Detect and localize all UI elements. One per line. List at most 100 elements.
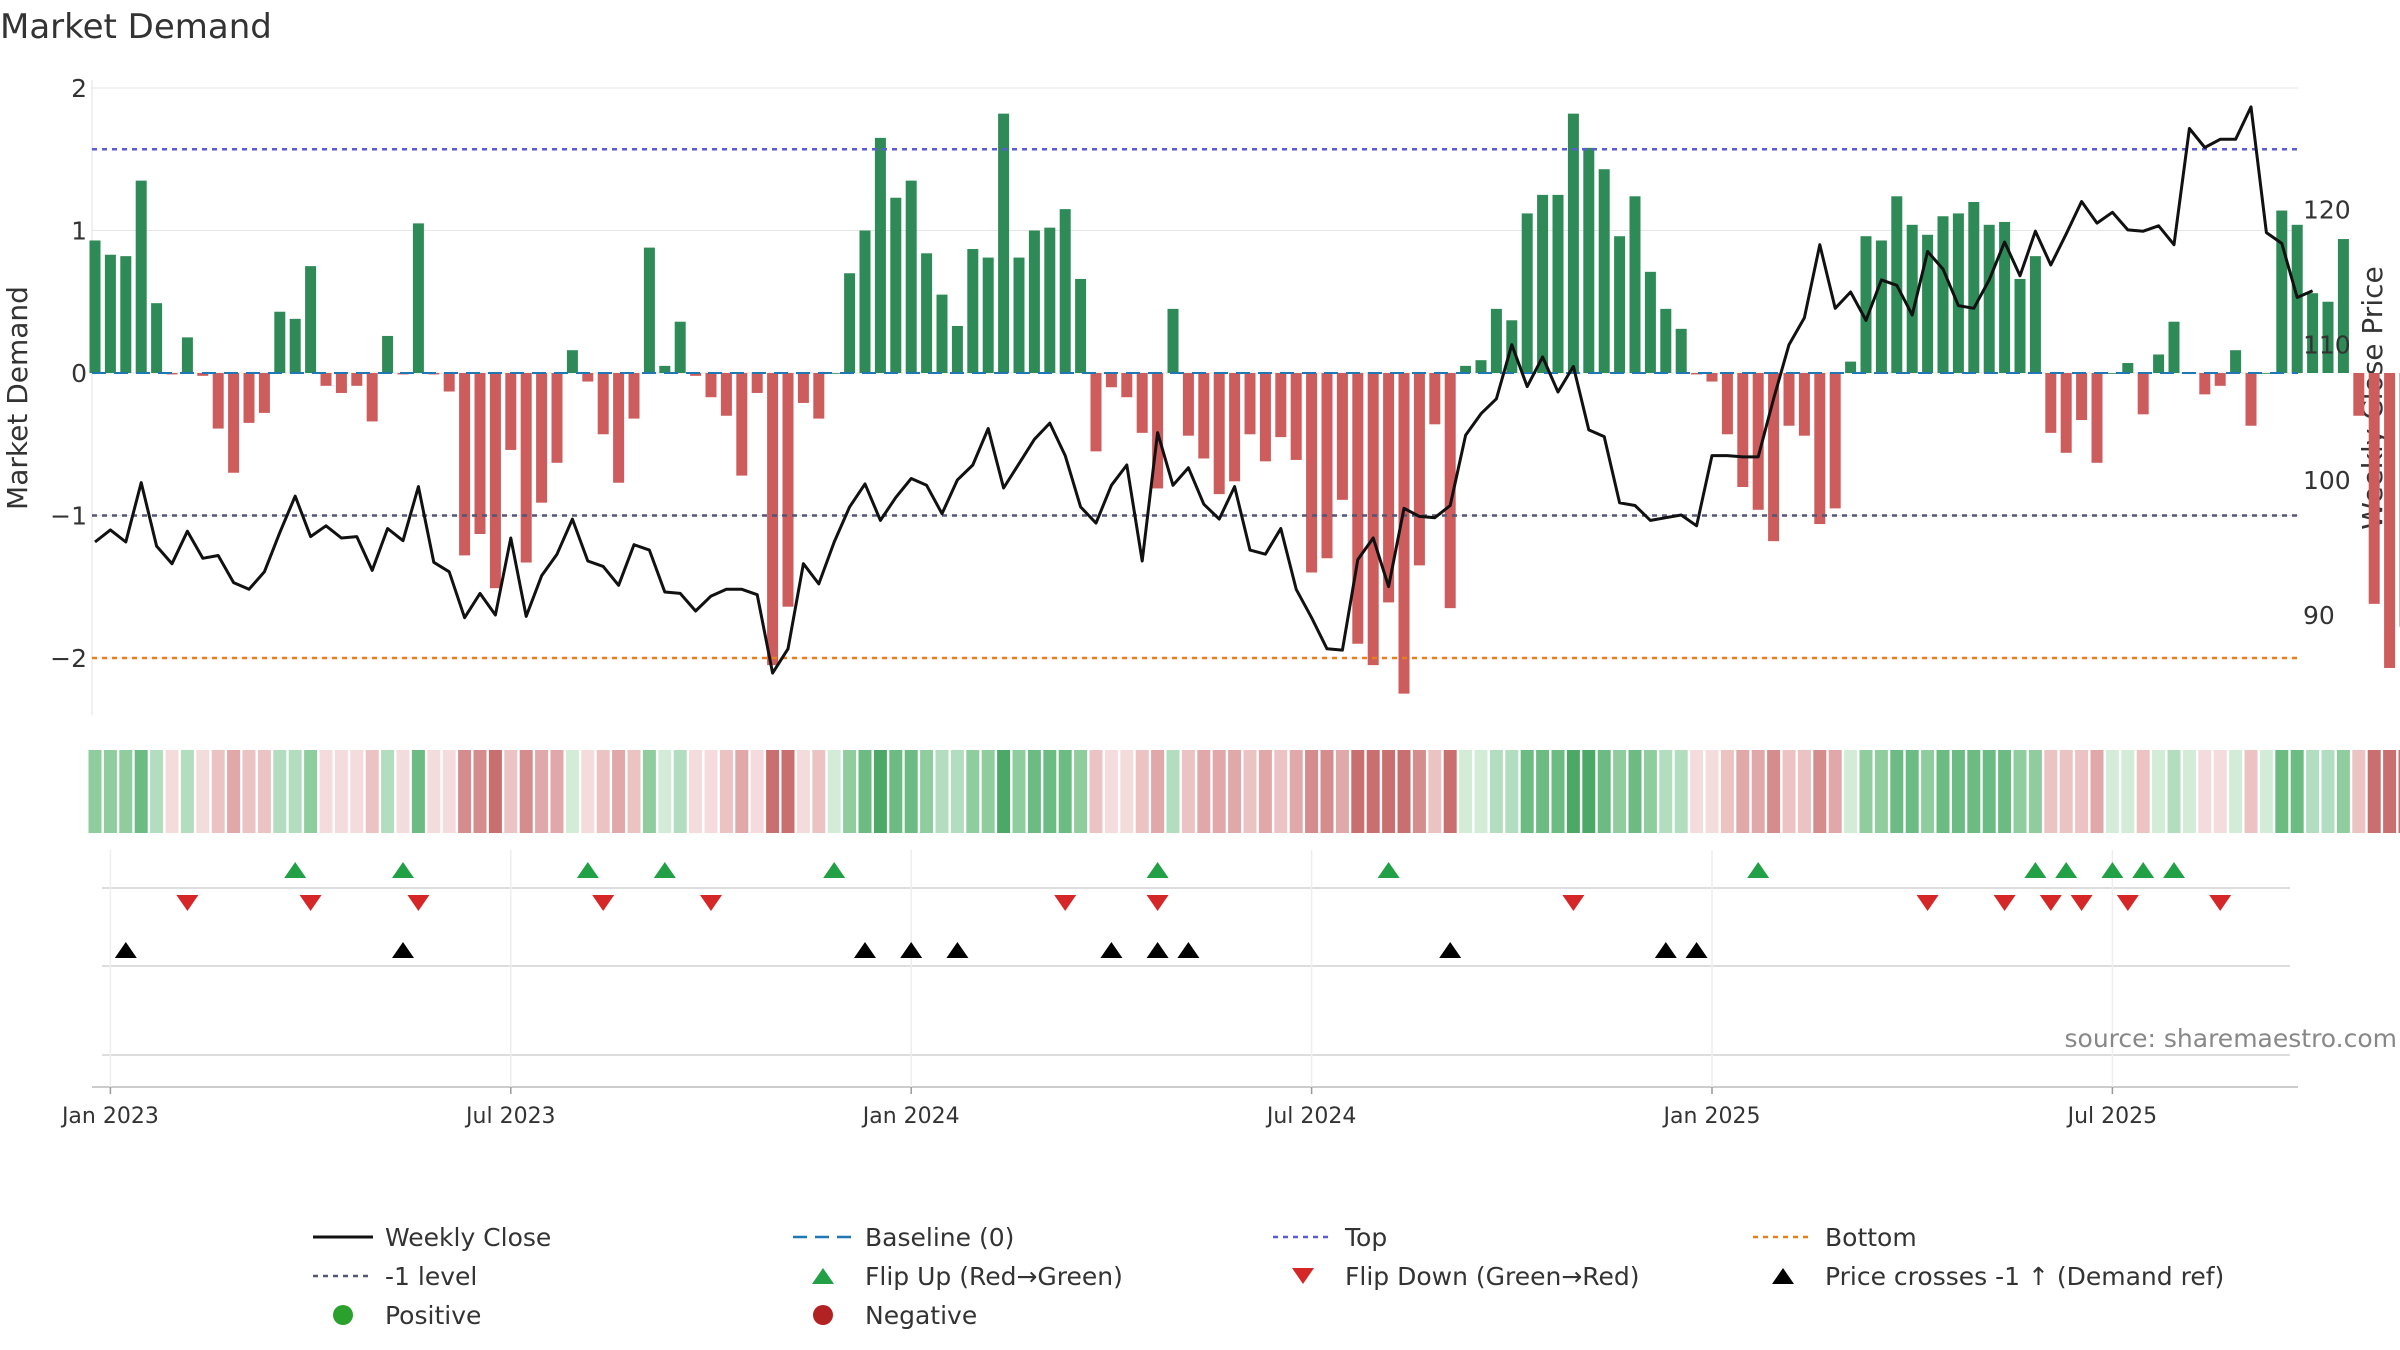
- demand-strip-cell: [843, 750, 857, 833]
- demand-bar: [1829, 373, 1841, 509]
- demand-bar: [489, 373, 501, 589]
- demand-strip-cell: [1243, 750, 1257, 833]
- demand-bar: [1968, 202, 1980, 373]
- demand-bar: [1798, 373, 1810, 436]
- demand-bar: [1598, 169, 1610, 373]
- legend-label: Price crosses -1 ↑ (Demand ref): [1825, 1262, 2224, 1291]
- demand-strip-cell: [689, 750, 703, 833]
- demand-strip-cell: [1412, 750, 1426, 833]
- demand-bar: [2384, 373, 2396, 668]
- demand-bar: [1136, 373, 1148, 433]
- flip-down-marker: [2116, 895, 2139, 911]
- demand-bar: [258, 373, 270, 413]
- source-credit: source: sharemaestro.com: [2065, 1024, 2398, 1053]
- demand-bar: [736, 373, 748, 476]
- demand-strip-cell: [411, 750, 425, 833]
- y-tick-label-left: 0: [71, 359, 87, 388]
- demand-strip-cell: [1166, 750, 1180, 833]
- flip-up-marker: [2163, 862, 2185, 878]
- demand-bar: [1937, 216, 1949, 373]
- demand-strip-cell: [1998, 750, 2012, 833]
- demand-bar: [1614, 236, 1626, 373]
- demand-bar: [2153, 354, 2165, 373]
- legend-label: Negative: [865, 1301, 977, 1330]
- demand-bar: [1090, 373, 1102, 452]
- demand-bar: [1213, 373, 1225, 495]
- demand-bar: [2060, 373, 2072, 453]
- demand-bar: [1845, 361, 1857, 373]
- demand-strip-cell: [2352, 750, 2366, 833]
- demand-strip-cell: [442, 750, 456, 833]
- demand-strip-cell: [1181, 750, 1195, 833]
- demand-strip-cell: [1335, 750, 1349, 833]
- demand-strip-cell: [966, 750, 980, 833]
- demand-strip-cell: [1736, 750, 1750, 833]
- flip-down-marker: [299, 895, 322, 911]
- demand-strip-cell: [2229, 750, 2243, 833]
- demand-strip-cell: [627, 750, 641, 833]
- demand-strip-cell: [1690, 750, 1704, 833]
- flip-up-marker: [392, 862, 414, 878]
- demand-bar: [1105, 373, 1117, 388]
- demand-strip-cell: [1289, 750, 1303, 833]
- demand-strip-cell: [2259, 750, 2273, 833]
- demand-strip-cell: [88, 750, 102, 833]
- demand-bar: [2122, 363, 2134, 373]
- flip-up-marker: [653, 862, 676, 878]
- flip-down-marker: [407, 895, 430, 911]
- y-axis-left-label: Market Demand: [1, 286, 34, 510]
- demand-strip-cell: [858, 750, 872, 833]
- demand-bar: [1290, 373, 1302, 460]
- demand-strip-cell: [1274, 750, 1288, 833]
- demand-strip-cell: [1967, 750, 1981, 833]
- demand-strip-cell: [1951, 750, 1965, 833]
- demand-bar: [1814, 373, 1826, 525]
- demand-strip-cell: [1228, 750, 1242, 833]
- demand-strip-cell: [889, 750, 903, 833]
- demand-strip-cell: [103, 750, 117, 833]
- chart-title: Market Demand: [0, 7, 272, 47]
- demand-strip-cell: [2059, 750, 2073, 833]
- demand-bar: [505, 373, 517, 450]
- demand-strip-cell: [719, 750, 733, 833]
- demand-strip-cell: [1320, 750, 1334, 833]
- demand-strip-cell: [904, 750, 918, 833]
- demand-bar: [720, 373, 732, 416]
- demand-strip-cell: [766, 750, 780, 833]
- demand-bar: [536, 373, 548, 503]
- demand-strip-cell: [1982, 750, 1996, 833]
- demand-bar: [2168, 321, 2180, 373]
- demand-strip-cell: [1135, 750, 1149, 833]
- demand-bar: [120, 256, 132, 373]
- demand-strip-cell: [673, 750, 687, 833]
- demand-strip-cell: [1258, 750, 1272, 833]
- demand-bar: [566, 350, 578, 373]
- demand-strip-cell: [1566, 750, 1580, 833]
- demand-strip-cell: [1921, 750, 1935, 833]
- demand-bar: [1198, 373, 1210, 459]
- demand-strip-cell: [1890, 750, 1904, 833]
- demand-strip-cell: [1767, 750, 1781, 833]
- flip-down-marker: [700, 895, 722, 911]
- demand-bar: [1028, 230, 1040, 373]
- demand-bar: [2353, 373, 2365, 416]
- price-cross-marker: [1177, 942, 1200, 958]
- demand-strip-cell: [2167, 750, 2181, 833]
- demand-strip-cell: [2290, 750, 2304, 833]
- demand-bar: [967, 249, 979, 373]
- demand-bar: [613, 373, 625, 483]
- x-tick-label: Jul 2025: [2066, 1104, 2158, 1129]
- demand-strip-cell: [550, 750, 564, 833]
- demand-strip-cell: [504, 750, 518, 833]
- price-cross-marker: [1439, 942, 1462, 958]
- x-tick-label: Jan 2023: [60, 1104, 159, 1129]
- demand-strip-cell: [227, 750, 241, 833]
- legend-swatch: [813, 1305, 833, 1325]
- demand-bar: [2014, 278, 2026, 373]
- demand-strip-cell: [1705, 750, 1719, 833]
- flip-up-marker: [1377, 862, 1400, 878]
- demand-strip-cell: [920, 750, 934, 833]
- demand-strip-cell: [211, 750, 225, 833]
- demand-bar: [2076, 373, 2088, 421]
- demand-strip-cell: [427, 750, 441, 833]
